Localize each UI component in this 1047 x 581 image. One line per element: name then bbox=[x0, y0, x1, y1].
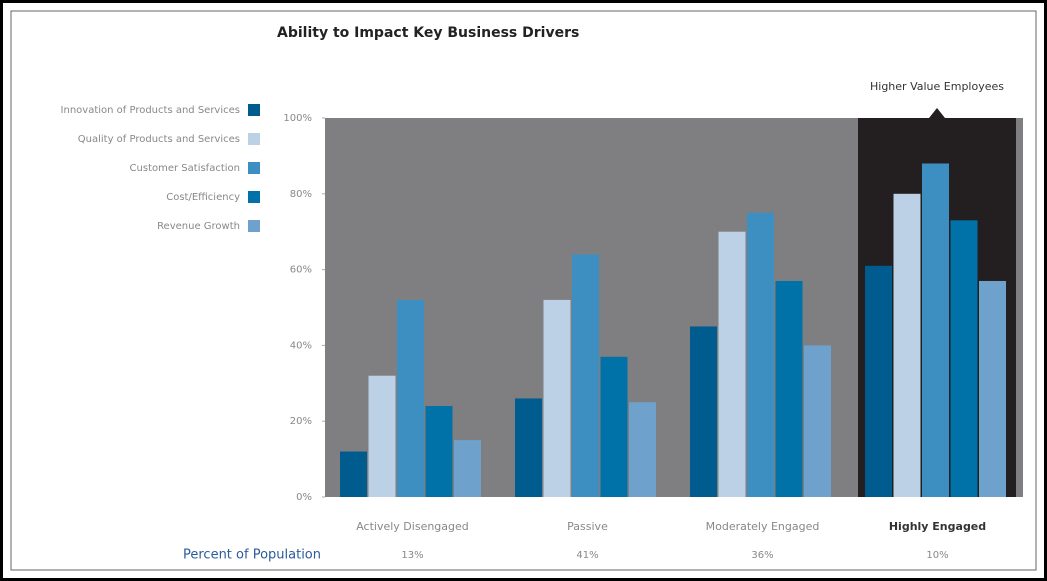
y-tick-label: 20% bbox=[290, 416, 312, 427]
bar bbox=[454, 440, 481, 497]
bar bbox=[893, 193, 921, 498]
x-tick-label: Moderately Engaged bbox=[706, 520, 820, 533]
legend-label: Innovation of Products and Services bbox=[61, 105, 240, 116]
legend-label: Cost/Efficiency bbox=[166, 192, 240, 203]
legend-swatch bbox=[248, 133, 260, 145]
x-tick-label: Actively Disengaged bbox=[356, 520, 469, 533]
population-value: 10% bbox=[926, 550, 948, 561]
population-value: 13% bbox=[401, 550, 423, 561]
y-tick-label: 60% bbox=[290, 265, 312, 276]
chart-title: Ability to Impact Key Business Drivers bbox=[277, 25, 579, 41]
bar bbox=[425, 406, 453, 497]
population-value: 41% bbox=[576, 550, 598, 561]
y-tick-label: 0% bbox=[296, 492, 312, 503]
bar bbox=[804, 345, 831, 497]
legend-swatch bbox=[248, 104, 260, 116]
legend-label: Customer Satisfaction bbox=[130, 163, 240, 174]
legend-swatch bbox=[248, 162, 260, 174]
bar bbox=[775, 280, 803, 497]
x-tick-label: Highly Engaged bbox=[889, 520, 986, 533]
bar bbox=[950, 220, 978, 497]
bar bbox=[397, 299, 424, 497]
bar bbox=[543, 299, 571, 497]
bar bbox=[368, 375, 396, 497]
legend-swatch bbox=[248, 220, 260, 232]
bar bbox=[600, 356, 628, 497]
highlight-label: Higher Value Employees bbox=[870, 80, 1004, 93]
legend-label: Quality of Products and Services bbox=[78, 134, 240, 145]
x-tick-label: Passive bbox=[567, 520, 608, 533]
bar bbox=[865, 265, 892, 497]
bar bbox=[629, 402, 656, 497]
y-tick-label: 40% bbox=[290, 340, 312, 351]
y-tick-label: 80% bbox=[290, 189, 312, 200]
highlight-pointer bbox=[929, 108, 945, 118]
population-value: 36% bbox=[751, 550, 773, 561]
legend-swatch bbox=[248, 191, 260, 203]
bar bbox=[515, 398, 542, 497]
bar bbox=[340, 451, 367, 497]
y-tick-label: 100% bbox=[283, 113, 312, 124]
bar bbox=[718, 231, 746, 497]
bar bbox=[979, 280, 1006, 497]
bar bbox=[922, 163, 949, 498]
bar bbox=[747, 212, 774, 497]
legend-label: Revenue Growth bbox=[157, 221, 240, 232]
population-title: Percent of Population bbox=[183, 548, 321, 563]
bar bbox=[690, 326, 717, 497]
bar bbox=[572, 254, 599, 497]
inner-frame bbox=[10, 10, 1037, 571]
